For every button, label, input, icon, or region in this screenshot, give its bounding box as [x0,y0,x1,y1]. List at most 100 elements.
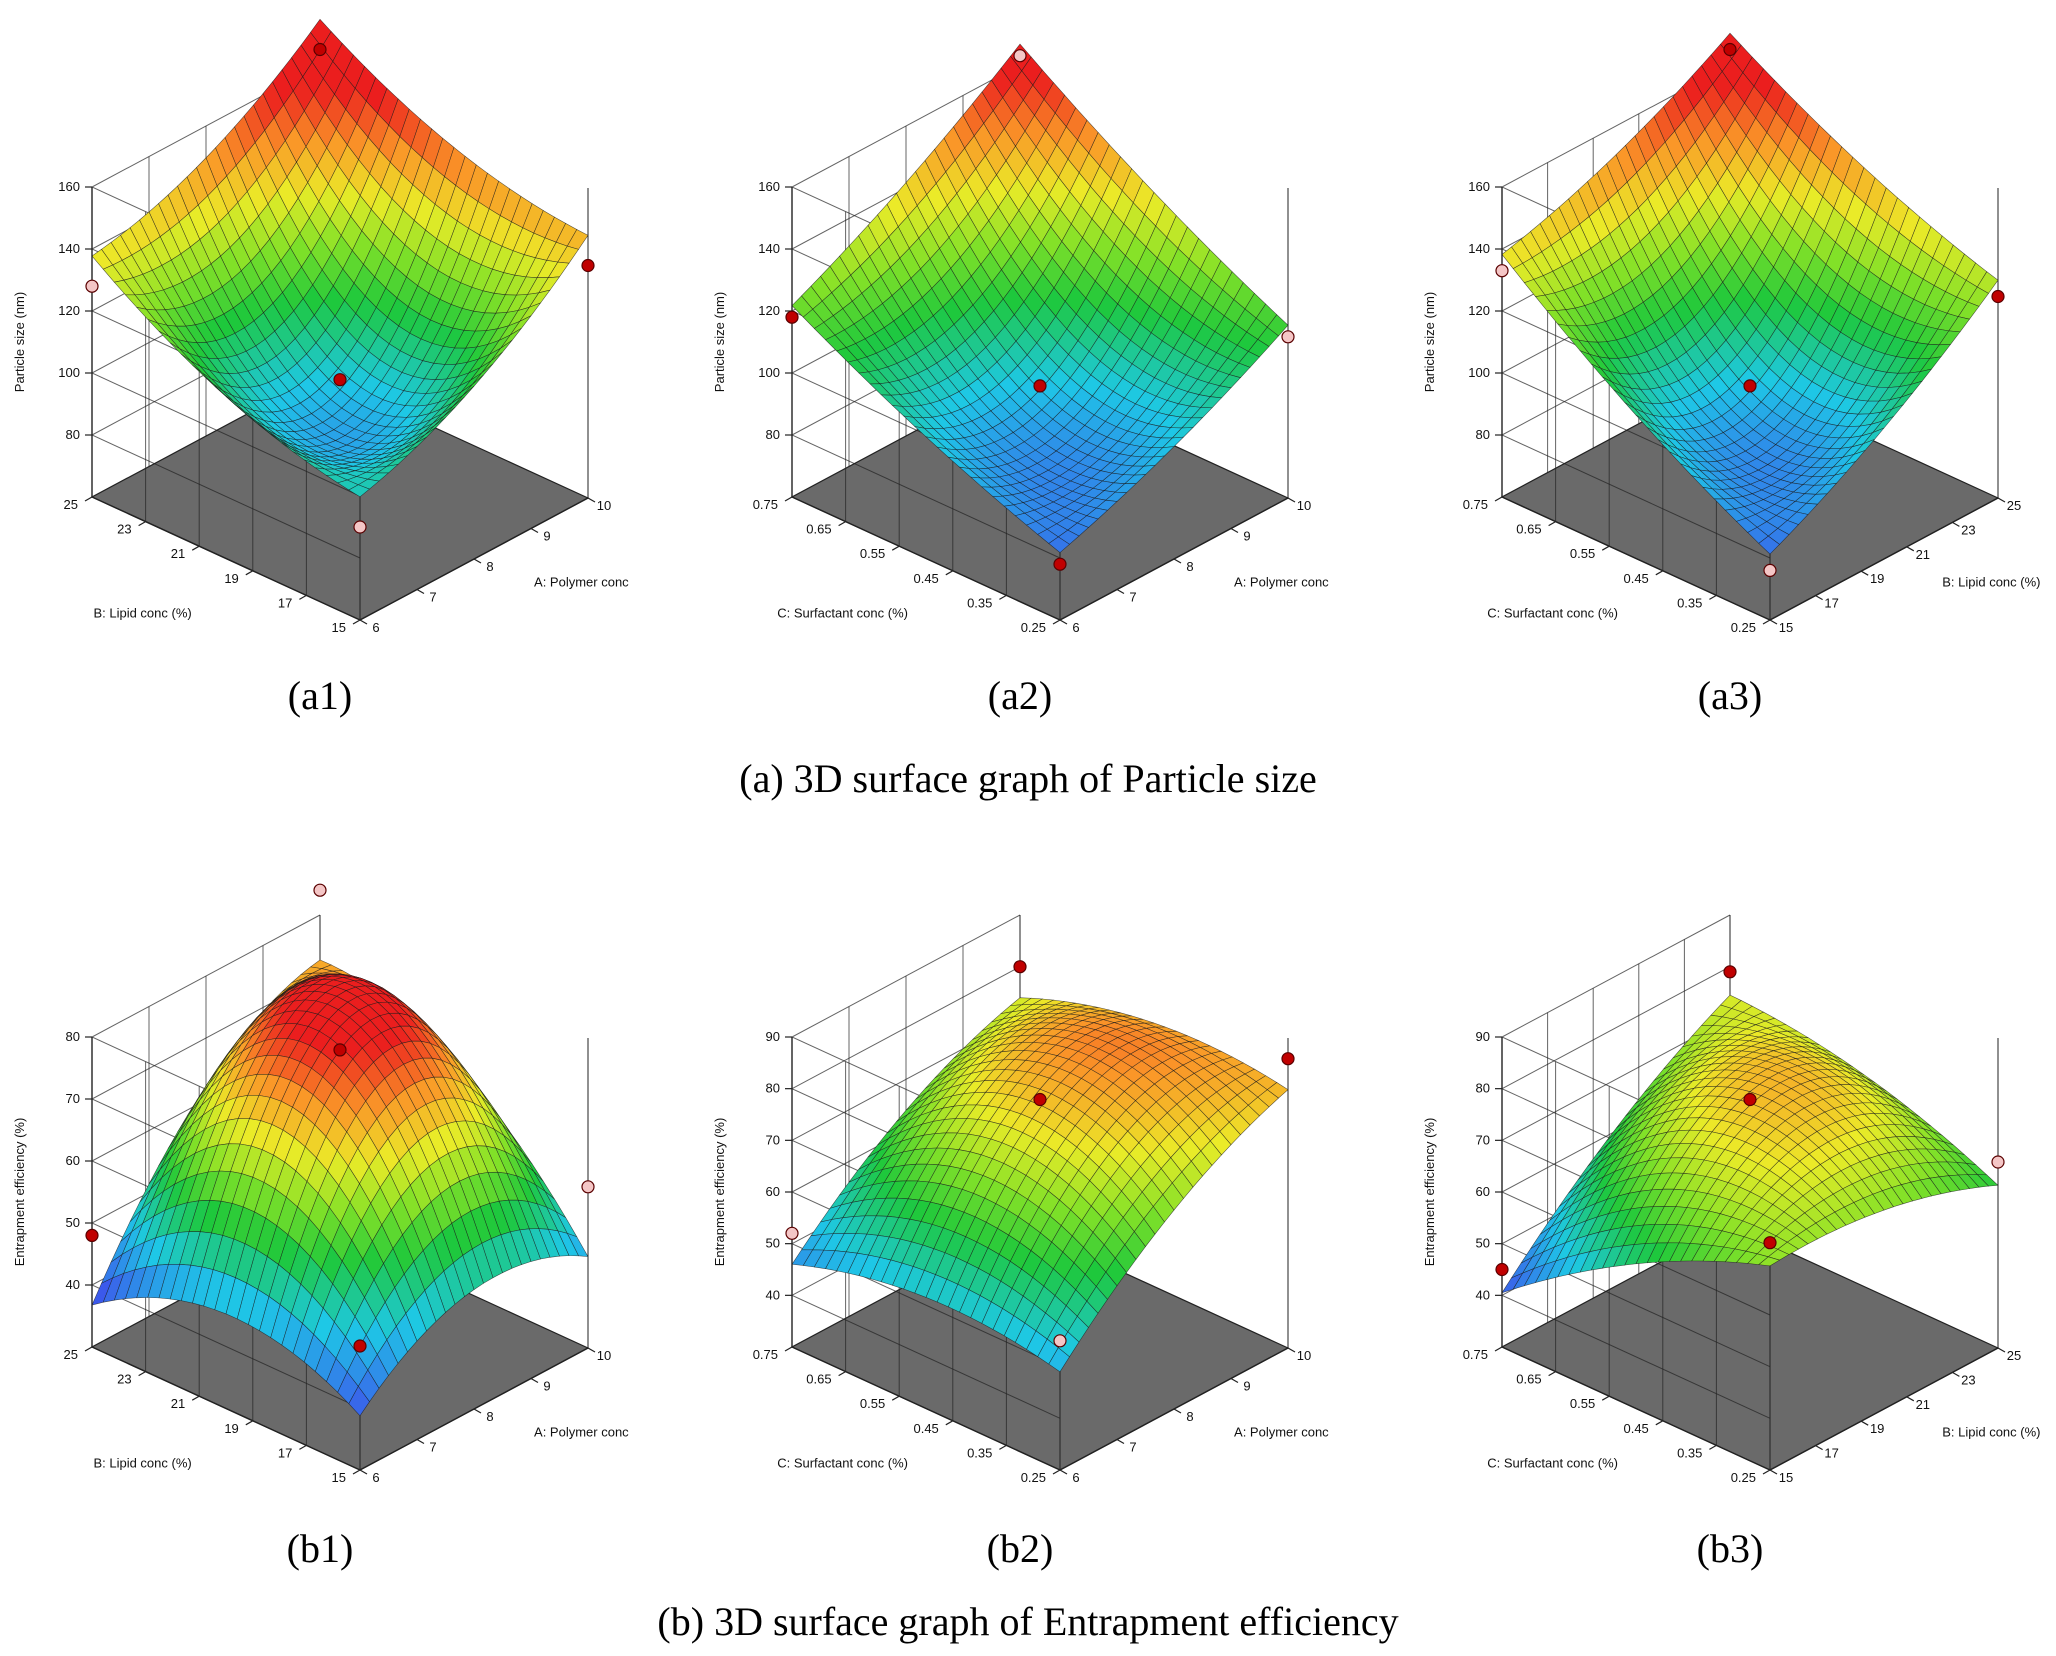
surface-plot-a1: 6 7 8 9 10 15 17 19 21 23 25 80 100 120 140 160 A: Polym… [0,0,650,660]
y-tick-b3-0 [1762,1469,1771,1475]
y-tick-label-a2-0: 0.25 [1021,620,1046,635]
x-tick-a1-4 [587,497,596,503]
y-tick-label-a2-1: 0.35 [967,595,992,610]
y-tick-a1-4 [138,521,146,527]
y-tick-label-b3-2: 0.45 [1623,1421,1648,1436]
design-point-b2-0 [1033,1092,1047,1107]
design-point-a3-4 [1495,264,1509,278]
surface-plot-b3: 15 17 19 21 23 25 0.25 0.35 0.45 0.55 0.65 0.75 40 50… [1410,850,2056,1510]
y-tick-a2-0 [1052,619,1061,625]
y-tick-b3-5 [1494,1346,1503,1352]
x-axis-title-b2: A: Polymer conc [1234,1424,1329,1439]
design-point-a3-1 [1763,563,1777,578]
y-tick-a3-5 [1494,496,1503,502]
x-tick-b3-4 [1952,1371,1960,1377]
y-tick-label-a1-3: 21 [171,546,185,561]
y-tick-b1-2 [245,1420,254,1426]
design-point-a3-0 [1743,379,1757,393]
x-tick-a1-3 [530,527,539,534]
x-tick-label-a3-4: 23 [1961,522,1975,537]
surface-svg-b3: 15 17 19 21 23 25 0.25 0.35 0.45 0.55 0.65 0.75 40 50… [1422,914,2040,1485]
x-tick-a3-5 [1997,497,2006,503]
y-axis-title-a2: C: Surfactant conc (%) [777,605,908,620]
x-tick-a2-0 [1059,619,1068,625]
surface-mesh-b2 [791,997,1289,1373]
panel-label-b3: (b3) [1696,1526,1764,1571]
y-tick-b1-3 [191,1395,200,1401]
x-tick-a2-4 [1287,497,1296,503]
y-tick-a2-2 [945,570,954,576]
x-tick-a3-2 [1860,570,1869,576]
y-tick-label-b1-0: 15 [332,1470,346,1485]
design-point-b1-0 [333,1043,347,1057]
x-tick-a3-3 [1906,546,1915,552]
y-tick-label-b2-3: 0.55 [860,1396,885,1411]
x-tick-label-b1-2: 8 [486,1409,493,1424]
x-tick-label-b1-4: 10 [597,1348,611,1363]
surface-plot-a3: 15 17 19 21 23 25 0.25 0.35 0.45 0.55 0.65 0.75 80 10… [1410,0,2056,660]
y-tick-label-a3-0: 0.25 [1731,620,1756,635]
y-tick-label-b2-1: 0.35 [967,1445,992,1460]
x-tick-b1-4 [587,1347,596,1353]
y-tick-b3-1 [1709,1444,1717,1450]
y-tick-b2-0 [1052,1469,1061,1475]
y-tick-a3-2 [1655,570,1664,576]
x-tick-label-b3-2: 19 [1870,1421,1884,1436]
design-point-a1-3 [313,42,327,57]
axes-a3 [1501,187,1999,621]
z-tick-label-a2-0: 80 [766,427,780,442]
z-axis-title-a2: Particle size (nm) [712,292,727,392]
y-tick-label-a3-4: 0.65 [1516,522,1541,537]
y-tick-label-a2-4: 0.65 [806,522,831,537]
y-tick-b3-3 [1601,1395,1610,1401]
x-tick-label-b1-0: 6 [372,1470,379,1485]
z-tick-label-a1-1: 100 [58,365,80,380]
design-point-a1-1 [353,520,367,534]
y-tick-label-b3-4: 0.65 [1516,1372,1541,1387]
x-axis-title-b3: B: Lipid conc (%) [1942,1424,2040,1439]
z-tick-label-b1-3: 70 [66,1091,80,1106]
x-axis-title-a3: B: Lipid conc (%) [1942,574,2040,589]
y-tick-a3-4 [1548,521,1556,527]
z-axis-title-a3: Particle size (nm) [1422,292,1437,392]
z-tick-label-b3-5: 90 [1476,1029,1490,1044]
y-axis-title-b2: C: Surfactant conc (%) [777,1455,908,1470]
y-tick-a2-1 [999,594,1007,600]
y-tick-label-b2-2: 0.45 [913,1421,938,1436]
design-point-b1-4 [85,1228,99,1242]
y-tick-b2-1 [999,1444,1007,1450]
x-tick-a3-4 [1952,521,1960,527]
x-tick-a1-2 [473,558,482,564]
z-axis-title-b2: Entrapment efficiency (%) [712,1118,727,1267]
x-tick-label-b2-1: 7 [1129,1440,1136,1455]
x-tick-label-b2-3: 9 [1243,1379,1250,1394]
x-tick-label-a3-2: 19 [1870,571,1884,586]
z-tick-label-a3-3: 140 [1468,241,1490,256]
x-axis-title-a2: A: Polymer conc [1234,574,1329,589]
design-point-a2-4 [785,310,799,324]
design-point-b3-3 [1723,965,1737,979]
design-point-b1-2 [581,1180,595,1194]
design-point-b1-3 [313,883,327,897]
x-tick-label-a2-3: 9 [1243,529,1250,544]
surface-svg-a2: 6 7 8 9 10 0.25 0.35 0.45 0.55 0.65 0.75 80 100 120 14… [712,43,1329,635]
x-tick-label-a3-0: 15 [1779,620,1793,635]
x-tick-label-b3-5: 25 [2007,1348,2021,1363]
design-point-b2-4 [785,1226,799,1240]
surface-svg-b1: 6 7 8 9 10 15 17 19 21 23 25 40 50 60 70 80 A: Polymer c… [12,883,629,1485]
z-tick-label-b1-0: 40 [66,1277,80,1292]
z-tick-label-a1-4: 160 [58,179,80,194]
y-tick-label-a3-5: 0.75 [1463,497,1488,512]
y-tick-label-b3-5: 0.75 [1463,1347,1488,1362]
x-tick-label-b1-1: 7 [429,1440,436,1455]
y-tick-b2-3 [891,1395,900,1401]
z-tick-label-b1-4: 80 [66,1029,80,1044]
x-tick-label-b2-0: 6 [1072,1470,1079,1485]
y-tick-label-b1-5: 25 [64,1347,78,1362]
x-tick-b2-2 [1173,1408,1182,1414]
design-point-b3-0 [1743,1092,1757,1107]
z-tick-label-a2-2: 120 [758,303,780,318]
x-tick-label-a2-0: 6 [1072,620,1079,635]
x-tick-label-b3-3: 21 [1916,1397,1930,1412]
